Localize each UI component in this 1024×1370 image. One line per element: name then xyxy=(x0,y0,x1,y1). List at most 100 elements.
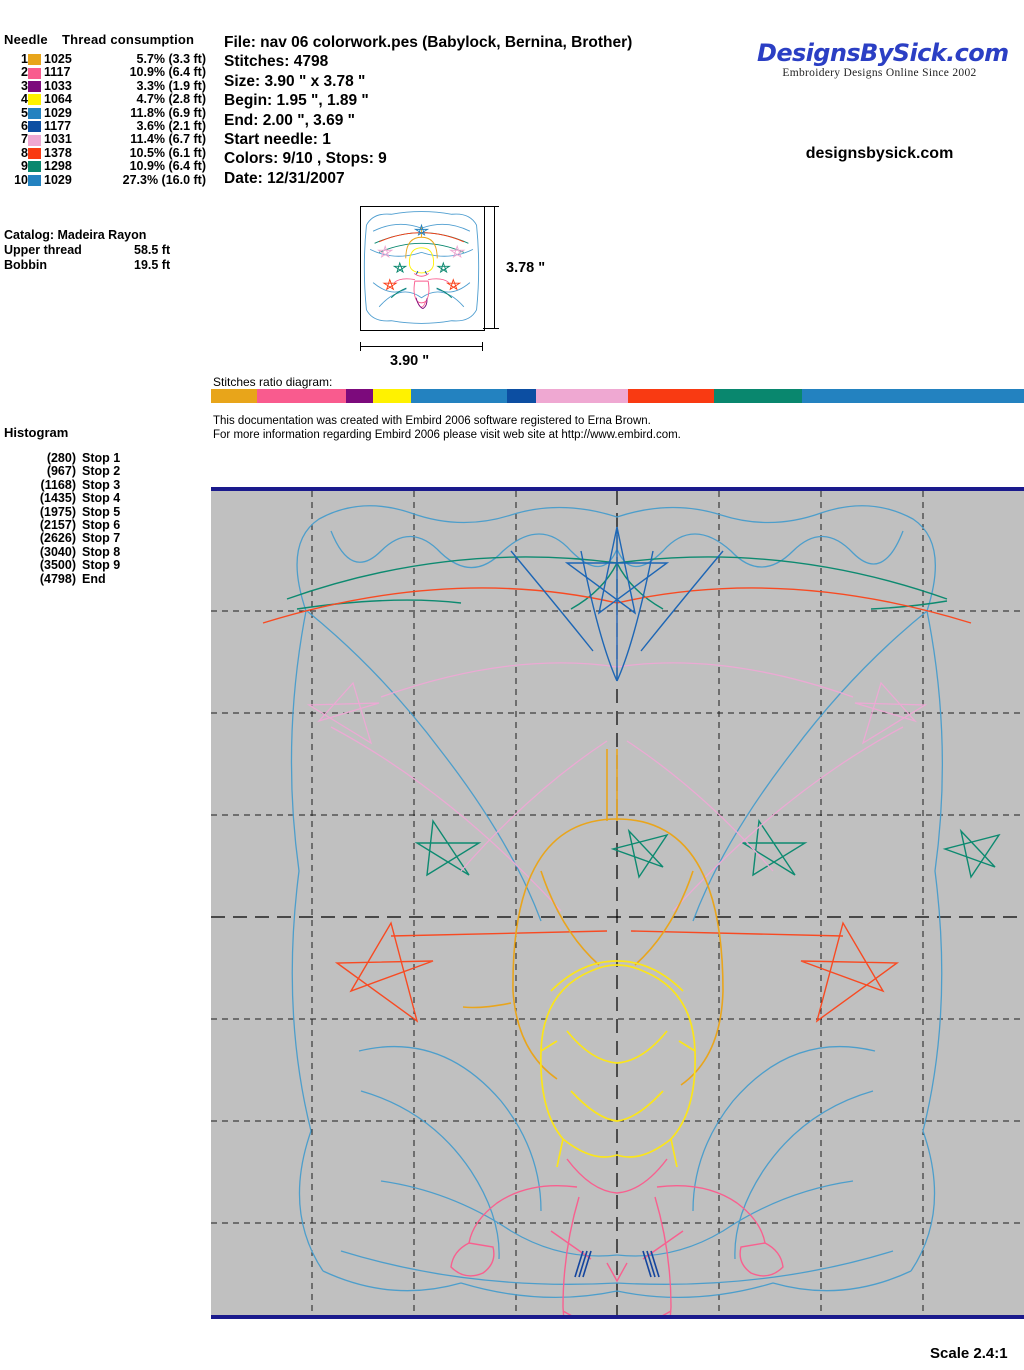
needle-table-header: Needle Thread consumption xyxy=(4,32,220,47)
stitches-line: Stitches: 4798 xyxy=(224,53,329,71)
thread-consumption-value: 27.3% (16.0 ft) xyxy=(122,172,206,187)
thread-code: 1029 xyxy=(44,105,72,120)
thread-code: 1378 xyxy=(44,145,72,160)
histogram-stop-label: Stop 6 xyxy=(82,518,121,533)
date-line: Date: 12/31/2007 xyxy=(224,169,345,187)
needle-index: 8 xyxy=(21,145,28,160)
histogram-stitch-count: (1975) xyxy=(39,504,76,519)
needle-color-swatch xyxy=(28,120,44,133)
stitches-ratio-label: Stitches ratio diagram: xyxy=(213,375,333,389)
design-canvas-area xyxy=(211,487,1024,1319)
histogram-stop-label: Stop 4 xyxy=(82,491,121,506)
extension-line-top xyxy=(483,206,499,207)
needle-row: 8 1378 10.5% (6.1 ft) xyxy=(4,145,206,160)
histogram-stop-label: Stop 8 xyxy=(82,544,121,559)
needle-index: 1 xyxy=(21,52,28,66)
file-name-line: File: nav 06 colorwork.pes (Babylock, Be… xyxy=(224,34,633,51)
ratio-segment xyxy=(410,389,507,403)
histogram-row: (3040) Stop 8 xyxy=(4,544,204,559)
catalog-name: Catalog: Madeira Rayon xyxy=(4,228,147,242)
needle-row: 2 1117 10.9% (6.4 ft) xyxy=(4,65,206,80)
thread-consumption-value: 3.3% (1.9 ft) xyxy=(136,78,206,93)
thread-consumption-value: 11.8% (6.9 ft) xyxy=(130,105,206,120)
histogram-stop-label: Stop 5 xyxy=(82,504,121,519)
upper-thread-label: Upper thread xyxy=(4,243,82,257)
width-dimension-line xyxy=(360,342,483,351)
embird-note-line-1: This documentation was created with Embi… xyxy=(213,415,651,427)
grid-lines xyxy=(211,491,1024,1315)
histogram-row: (3500) Stop 9 xyxy=(4,558,204,573)
thread-code: 1298 xyxy=(44,159,72,174)
needle-row: 4 1064 4.7% (2.8 ft) xyxy=(4,92,206,107)
stitches-ratio-bar xyxy=(211,389,1024,403)
end-line: End: 2.00 ", 3.69 " xyxy=(224,111,356,129)
thread-consumption-value: 5.7% (3.3 ft) xyxy=(136,52,206,66)
needle-color-swatch xyxy=(28,93,44,106)
thread-consumption-value: 10.9% (6.4 ft) xyxy=(129,159,206,174)
logo-wordmark: DesignsBySick.com xyxy=(757,39,1009,67)
histogram-stitch-count: (3040) xyxy=(39,544,76,559)
ratio-segment xyxy=(372,389,411,403)
needle-table: 1 1025 5.7% (3.3 ft) 2 1117 10.9% (6.4 ft) 3 10… xyxy=(4,52,206,187)
thread-code: 1031 xyxy=(44,132,72,147)
ratio-segment xyxy=(506,389,536,403)
ratio-segment xyxy=(628,389,714,403)
needle-color-swatch xyxy=(28,147,44,160)
site-url-text: designsbysick.com xyxy=(805,145,954,162)
width-dimension-label: 3.90 " xyxy=(390,353,430,369)
needle-color-swatch xyxy=(28,53,44,66)
thread-consumption-value: 3.6% (2.1 ft) xyxy=(136,119,206,134)
brand-logo: DesignsBySick.com Embroidery Designs Onl… xyxy=(757,39,1009,79)
height-dimension-label: 3.78 " xyxy=(506,260,546,276)
thread-consumption-column-header: Thread consumption xyxy=(62,32,195,47)
canvas-top-border xyxy=(211,487,1024,491)
needle-index: 4 xyxy=(21,92,28,107)
design-thumbnail-area: 3.78 " 3.90 " xyxy=(360,206,570,369)
thread-code: 1177 xyxy=(44,119,72,134)
upper-thread-row: Upper thread 58.5 ft xyxy=(4,243,170,258)
height-dimension-line xyxy=(490,206,499,329)
thread-code: 1033 xyxy=(44,78,72,93)
histogram-stop-label: Stop 1 xyxy=(82,451,121,465)
thread-consumption-value: 10.9% (6.4 ft) xyxy=(129,65,206,80)
needle-color-swatch xyxy=(28,66,44,79)
thread-code: 1064 xyxy=(44,92,72,107)
start-needle-line: Start needle: 1 xyxy=(224,131,331,149)
design-stitch-view[interactable] xyxy=(211,491,1024,1315)
needle-index: 6 xyxy=(21,119,28,134)
histogram-stitch-count: (1435) xyxy=(39,491,76,506)
needle-row: 9 1298 10.9% (6.4 ft) xyxy=(4,159,206,174)
begin-line: Begin: 1.95 ", 1.89 " xyxy=(224,92,369,110)
needle-color-swatch xyxy=(28,160,44,173)
histogram-row: (1168) Stop 3 xyxy=(4,478,204,492)
needle-row: 10 1029 27.3% (16.0 ft) xyxy=(4,172,206,187)
needle-row: 1 1025 5.7% (3.3 ft) xyxy=(4,52,206,66)
ratio-segment xyxy=(345,389,373,403)
colors-stops-line: Colors: 9/10 , Stops: 9 xyxy=(224,150,387,168)
histogram-stop-label: Stop 7 xyxy=(82,531,121,546)
histogram-stop-label: Stop 9 xyxy=(82,558,121,573)
histogram-row: (2157) Stop 6 xyxy=(4,518,204,533)
histogram-row: (280) Stop 1 xyxy=(4,451,204,465)
thread-code: 1029 xyxy=(44,172,72,187)
ratio-segment xyxy=(211,389,258,403)
needle-index: 2 xyxy=(21,65,28,80)
design-thumbnail xyxy=(360,206,485,331)
needle-color-swatch xyxy=(28,133,44,146)
needle-index: 5 xyxy=(21,105,28,120)
thread-code: 1025 xyxy=(44,52,72,66)
bobbin-row: Bobbin 19.5 ft xyxy=(4,258,170,273)
needle-index: 3 xyxy=(21,78,28,93)
ratio-segment xyxy=(713,389,803,403)
needle-color-swatch xyxy=(28,174,44,187)
histogram-row: (967) Stop 2 xyxy=(4,464,204,478)
thread-consumption-value: 4.7% (2.8 ft) xyxy=(136,92,206,107)
histogram-row: (4798) End xyxy=(4,571,204,586)
catalog-summary: Catalog: Madeira Rayon Upper thread 58.5 … xyxy=(4,228,170,273)
needle-column-header: Needle xyxy=(4,32,48,47)
histogram-stitch-count: (3500) xyxy=(39,558,76,573)
bobbin-label: Bobbin xyxy=(4,258,48,272)
histogram-stitch-count: (4798) xyxy=(39,571,76,586)
file-info-block: File: nav 06 colorwork.pes (Babylock, Be… xyxy=(224,33,632,188)
upper-thread-value: 58.5 ft xyxy=(134,243,171,257)
